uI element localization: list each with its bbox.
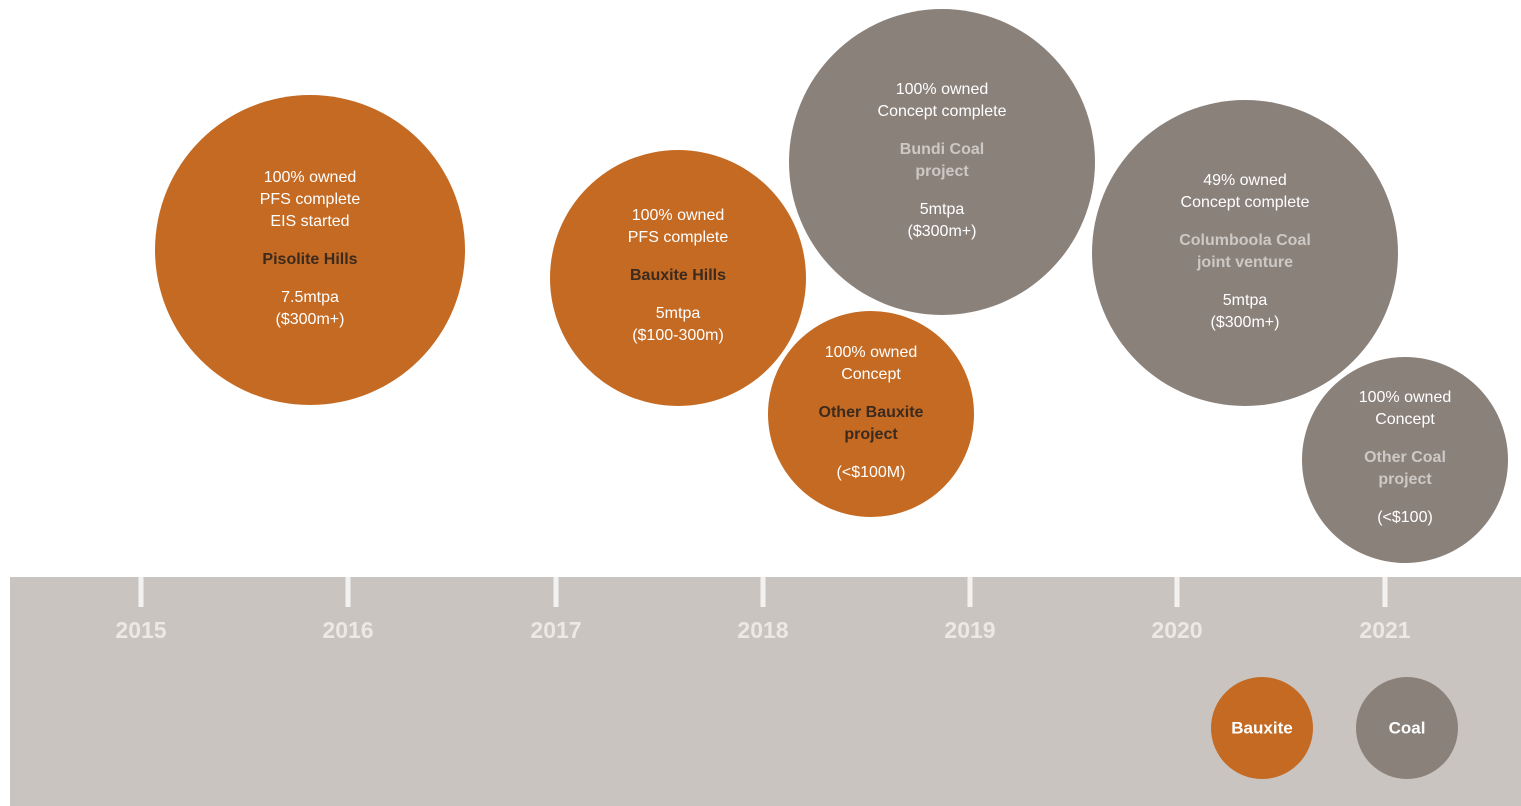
legend-swatch xyxy=(1356,677,1458,779)
project-name: Bauxite Hills xyxy=(630,267,726,284)
project-details: 49% owned xyxy=(1203,172,1287,189)
project-bubble xyxy=(1302,357,1508,563)
project-details: Concept complete xyxy=(878,103,1007,120)
legend-swatch xyxy=(1211,677,1313,779)
project-details: EIS started xyxy=(270,213,349,230)
project-name: joint venture xyxy=(1196,254,1293,271)
project-name: Columboola Coal xyxy=(1179,232,1311,249)
project-name: Bundi Coal xyxy=(900,141,984,158)
project-figures: 5mtpa xyxy=(656,305,701,322)
year-label: 2017 xyxy=(530,617,581,643)
project-figures: (<$100M) xyxy=(837,464,906,481)
project-name: project xyxy=(915,163,969,180)
project-name: project xyxy=(844,426,898,443)
project-figures: (<$100) xyxy=(1377,509,1433,526)
project-bubble xyxy=(768,311,974,517)
project-details: 100% owned xyxy=(264,169,357,186)
project-figures: ($300m+) xyxy=(908,223,977,240)
project-figures: 7.5mtpa xyxy=(281,289,339,306)
year-label: 2021 xyxy=(1359,617,1410,643)
legend-label: Coal xyxy=(1389,718,1426,737)
project-bubble xyxy=(550,150,806,406)
project-details: Concept complete xyxy=(1181,194,1310,211)
year-label: 2018 xyxy=(737,617,788,643)
project-figures: ($100-300m) xyxy=(632,327,724,344)
project-details: Concept xyxy=(1375,411,1435,428)
project-details: PFS complete xyxy=(628,229,729,246)
project-figures: 5mtpa xyxy=(1223,292,1268,309)
project-bubble xyxy=(789,9,1095,315)
year-label: 2015 xyxy=(115,617,166,643)
project-bubble xyxy=(155,95,465,405)
project-name: project xyxy=(1378,471,1432,488)
project-name: Other Bauxite xyxy=(819,404,924,421)
project-details: 100% owned xyxy=(896,81,989,98)
project-name: Other Coal xyxy=(1364,449,1446,466)
year-label: 2020 xyxy=(1151,617,1202,643)
project-figures: ($300m+) xyxy=(276,311,345,328)
project-name: Pisolite Hills xyxy=(262,251,357,268)
project-details: Concept xyxy=(841,366,901,383)
project-details: PFS complete xyxy=(260,191,361,208)
legend-label: Bauxite xyxy=(1231,718,1292,737)
project-bubble xyxy=(1092,100,1398,406)
project-details: 100% owned xyxy=(825,344,918,361)
project-details: 100% owned xyxy=(632,207,725,224)
year-label: 2016 xyxy=(322,617,373,643)
year-label: 2019 xyxy=(944,617,995,643)
project-figures: 5mtpa xyxy=(920,201,965,218)
project-details: 100% owned xyxy=(1359,389,1452,406)
project-figures: ($300m+) xyxy=(1211,314,1280,331)
